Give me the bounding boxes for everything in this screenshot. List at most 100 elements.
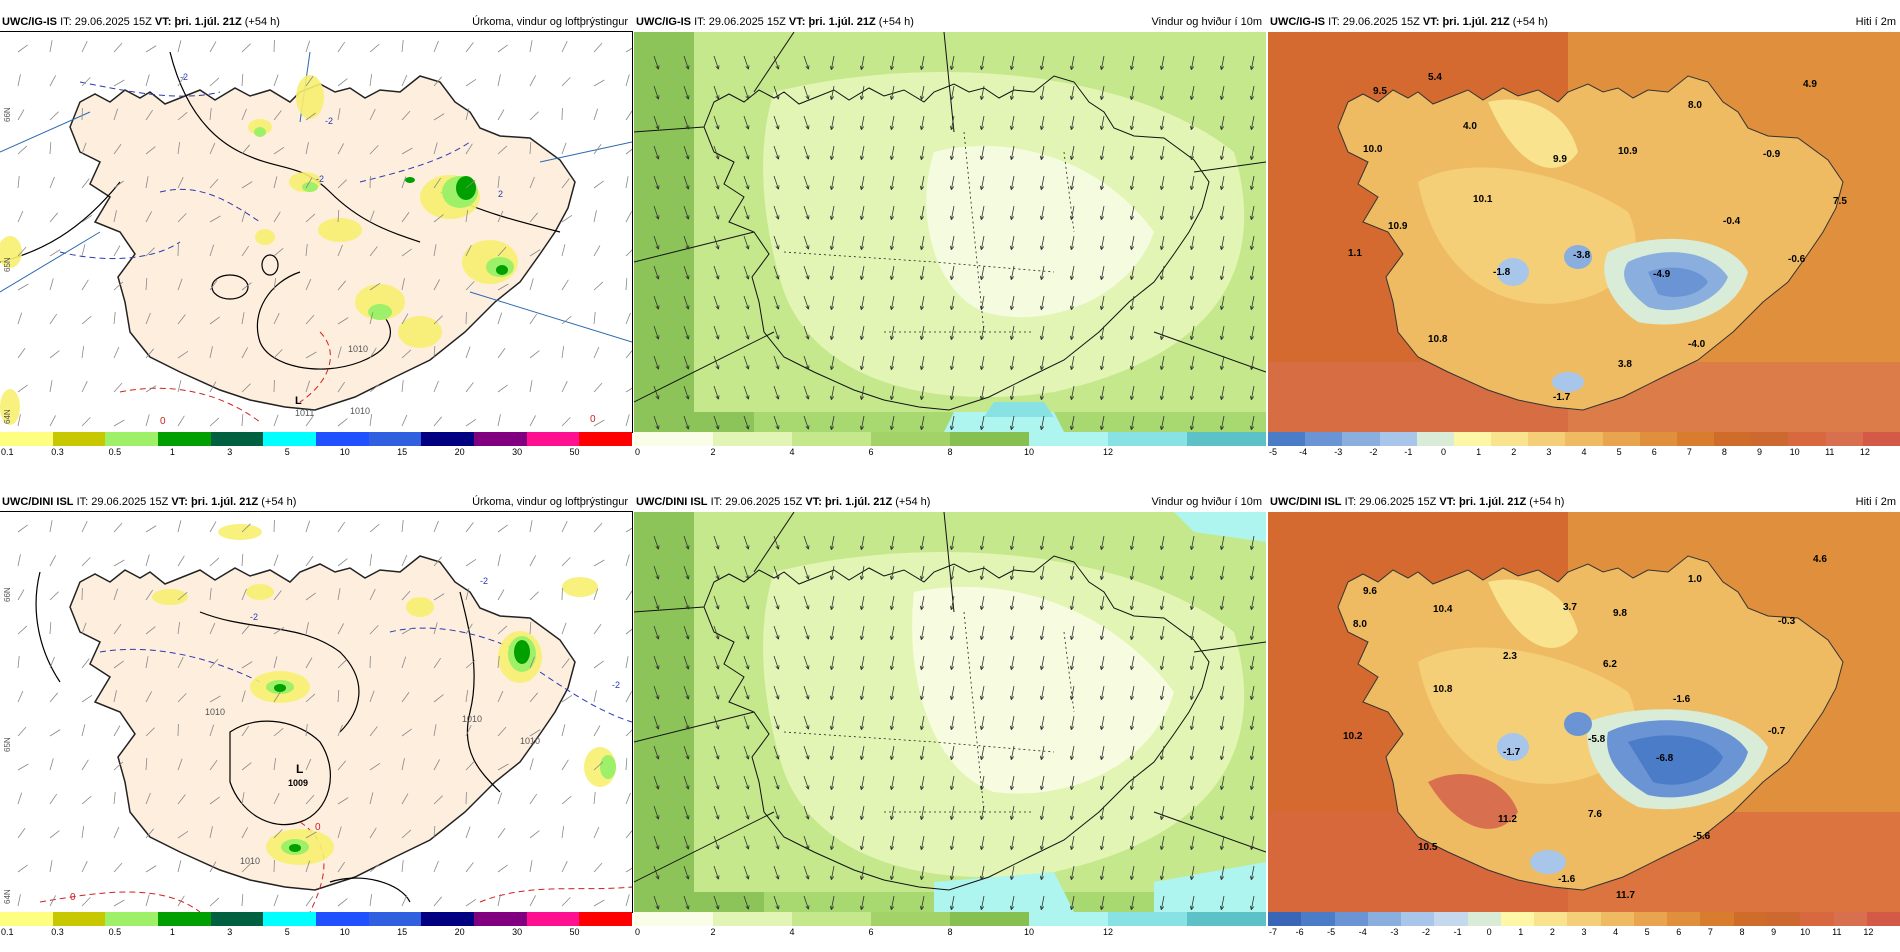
colorbar-tick-label: 9	[1757, 447, 1762, 457]
temperature-value: 10.2	[1343, 731, 1363, 742]
model-name: UWC/DINI ISL	[1270, 496, 1342, 508]
pressure-label: 1010	[462, 714, 482, 724]
wind-colorbar	[634, 432, 1266, 446]
colorbar-tick-label: 8	[1722, 447, 1727, 457]
panel-header: UWC/DINI ISL IT: 29.06.2025 15Z VT: þri.…	[1268, 492, 1900, 512]
colorbar-segment	[1434, 912, 1467, 926]
temperature-value: 8.0	[1353, 619, 1367, 630]
colorbar-tick-label: 8	[947, 927, 952, 937]
colorbar-segment	[1268, 432, 1305, 446]
panel-bottom-wind: UWC/DINI ISL IT: 29.06.2025 15Z VT: þri.…	[634, 492, 1266, 952]
vt-label: VT:	[171, 496, 188, 508]
colorbar-segment	[871, 432, 950, 446]
colorbar-tick-label: 1	[170, 447, 175, 457]
isotherm-label: -2	[250, 612, 258, 622]
isotherm-label: -2	[316, 174, 324, 184]
temperature-value: -1.7	[1553, 392, 1571, 403]
colorbar-segment	[579, 432, 632, 446]
colorbar-tick-label: 9	[1771, 927, 1776, 937]
colorbar-segment	[158, 432, 211, 446]
colorbar-tick-label: 30	[512, 927, 522, 937]
colorbar-tick-label: -2	[1369, 447, 1377, 457]
temperature-value: 1.1	[1348, 248, 1362, 259]
low-pressure-value: 1009	[288, 778, 308, 788]
wind-map	[634, 512, 1266, 912]
temperature-value: 6.2	[1603, 659, 1617, 670]
model-name: UWC/IG-IS	[1270, 16, 1325, 28]
colorbar-tick-label: 8	[947, 447, 952, 457]
panel-bottom-temp: UWC/DINI ISL IT: 29.06.2025 15Z VT: þri.…	[1268, 492, 1900, 952]
valid-time: þri. 1.júl. 21Z	[1459, 496, 1526, 508]
isotherm-label: 0	[590, 414, 596, 425]
temperature-value: -6.8	[1656, 753, 1674, 764]
colorbar-segment	[1305, 432, 1342, 446]
colorbar-segment	[1029, 432, 1108, 446]
colorbar-tick-label: 30	[512, 447, 522, 457]
colorbar-segment	[1788, 432, 1825, 446]
panel-title: Úrkoma, vindur og loftþrýstingur	[472, 492, 628, 512]
isotherm-label: -2	[180, 72, 188, 82]
colorbar-segment	[1534, 912, 1567, 926]
colorbar-tick-label: 15	[397, 447, 407, 457]
lat-label: 64N	[3, 889, 12, 904]
valid-time: þri. 1.júl. 21Z	[825, 496, 892, 508]
temperature-value: 10.4	[1433, 604, 1453, 615]
colorbar-segment	[1029, 912, 1108, 926]
temperature-value: -5.8	[1588, 734, 1606, 745]
colorbar-tick-label: 50	[570, 447, 580, 457]
colorbar-segment	[421, 432, 474, 446]
temperature-value: 9.6	[1363, 586, 1377, 597]
colorbar-tick-label: 8	[1739, 927, 1744, 937]
colorbar-tick-label: 50	[570, 927, 580, 937]
temperature-value: -0.4	[1723, 216, 1741, 227]
it-label: IT:	[1345, 496, 1357, 508]
colorbar-tick-label: 6	[868, 927, 873, 937]
temperature-value: 8.0	[1688, 100, 1702, 111]
wind-colorbar	[634, 912, 1266, 926]
colorbar-segment	[1301, 912, 1334, 926]
colorbar-tick-label: 1	[170, 927, 175, 937]
vt-label: VT:	[805, 496, 822, 508]
colorbar-tick-label: 12	[1103, 447, 1113, 457]
colorbar-tick-label: 0	[1441, 447, 1446, 457]
it-label: IT:	[77, 496, 89, 508]
colorbar-segment	[1268, 912, 1301, 926]
model-name: UWC/IG-IS	[636, 16, 691, 28]
colorbar-segment	[1380, 432, 1417, 446]
temperature-value: -0.3	[1778, 616, 1796, 627]
temperature-value: 5.4	[1428, 72, 1442, 83]
temperature-value: 1.0	[1688, 574, 1702, 585]
isotherm-label: 0	[315, 822, 321, 833]
precip-map: 1011 1010 1010 L -2 -2 2 -2 0 0 66N 65N …	[0, 32, 632, 432]
colorbar-segment	[0, 912, 53, 926]
lead-time: (+54 h)	[879, 16, 914, 28]
colorbar-segment	[53, 432, 106, 446]
temperature-value: 10.9	[1618, 146, 1638, 157]
colorbar-segment	[713, 912, 792, 926]
colorbar-tick-label: 0	[1487, 927, 1492, 937]
model-name: UWC/DINI ISL	[636, 496, 708, 508]
vt-label: VT:	[1423, 16, 1440, 28]
colorbar-segment	[1867, 912, 1900, 926]
panel-title: Úrkoma, vindur og loftþrýstingur	[472, 12, 628, 32]
colorbar-segment	[634, 912, 713, 926]
panel-header: UWC/DINI ISL IT: 29.06.2025 15Z VT: þri.…	[0, 492, 632, 512]
lead-time: (+54 h)	[1529, 496, 1564, 508]
temperature-value: 10.0	[1363, 144, 1383, 155]
colorbar-tick-label: 12	[1863, 927, 1873, 937]
colorbar-tick-label: 2	[1550, 927, 1555, 937]
temperature-value: 10.9	[1388, 221, 1408, 232]
lead-time: (+54 h)	[1513, 16, 1548, 28]
temperature-value: 9.8	[1613, 608, 1627, 619]
colorbar-tick-label: 4	[1613, 927, 1618, 937]
isotherm-label: 0	[160, 416, 166, 427]
temp-colorbar	[1268, 432, 1900, 446]
colorbar-tick-label: 5	[285, 927, 290, 937]
colorbar-segment	[211, 912, 264, 926]
init-time: 29.06.2025 15Z	[709, 16, 786, 28]
colorbar-tick-label: 2	[710, 927, 715, 937]
colorbar-tick-label: 10	[1024, 927, 1034, 937]
colorbar-tick-label: -4	[1359, 927, 1367, 937]
